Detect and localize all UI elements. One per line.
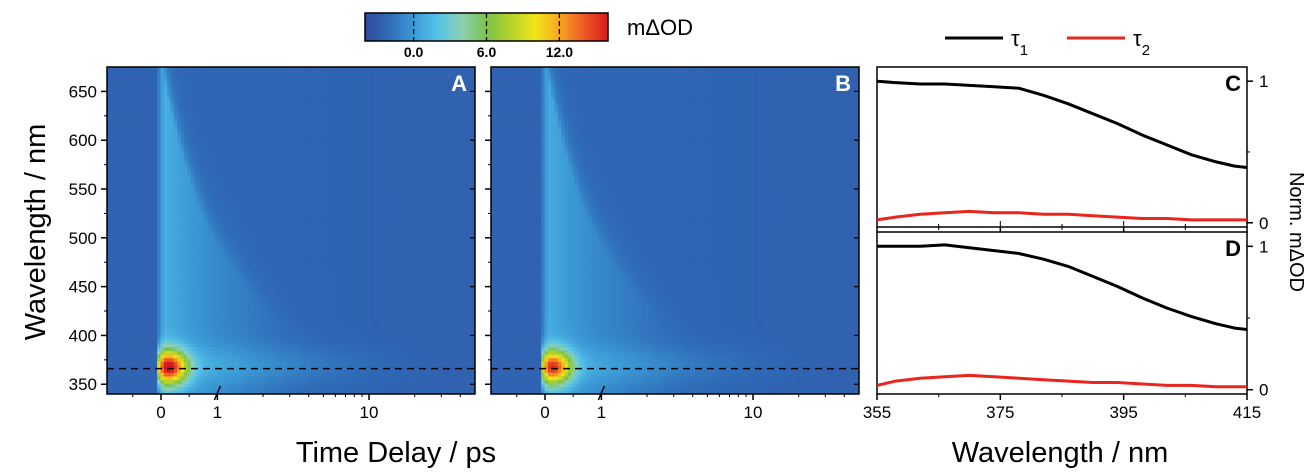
spectra-d: D 0 1 355 375 395 415	[863, 231, 1268, 422]
panel-label: B	[835, 71, 851, 96]
y-axis-title: Wavelength / nm	[20, 124, 52, 341]
x-tick-label: 375	[986, 403, 1014, 422]
x-axis-title-time: Time Delay / ps	[296, 437, 496, 469]
y-tick-label: 600	[69, 131, 97, 150]
legend-label-2: τ2	[1133, 26, 1150, 59]
spectra-c: C 0 1	[876, 66, 1268, 233]
series-line-2	[877, 373, 1247, 389]
y-tick-label: 350	[69, 375, 97, 394]
axis-break-mark	[213, 385, 222, 401]
legend-label-1: τ1	[1011, 26, 1028, 59]
series-line-2	[877, 209, 1247, 222]
panel-label: A	[451, 71, 467, 96]
y-tick-label: 500	[69, 229, 97, 248]
panel-label: D	[1225, 236, 1241, 261]
x-tick-label: 395	[1109, 403, 1137, 422]
x-tick-label: 1	[597, 403, 606, 422]
x-tick-label: 1	[213, 403, 222, 422]
y-tick-label: 450	[69, 278, 97, 297]
y-tick-label: 0	[1259, 214, 1268, 233]
plot-frame	[490, 66, 860, 395]
heatmap-b: B 0 1 10	[485, 66, 860, 422]
axis-break-mark	[597, 385, 606, 401]
y-tick-label: 550	[69, 180, 97, 199]
x-tick-label: 0	[156, 403, 165, 422]
colorbar-tick-label: 0.0	[404, 44, 424, 60]
series-line-1	[877, 243, 1247, 331]
y-tick-label: 1	[1259, 237, 1268, 256]
colorbar-tick-label: 12.0	[546, 44, 573, 60]
panel-label: C	[1225, 71, 1241, 96]
y-tick-label: 0	[1259, 381, 1268, 400]
x-tick-label: 10	[360, 403, 379, 422]
legend: τ1 τ2	[945, 26, 1150, 59]
heatmap-a: A 0 1 10 350 400 450 500 550 600 650	[69, 66, 476, 422]
x-tick-label: 415	[1233, 403, 1261, 422]
x-tick-label: 355	[863, 403, 891, 422]
colorbar: 0.0 6.0 12.0 mΔOD	[364, 12, 693, 60]
x-tick-label: 0	[540, 403, 549, 422]
colorbar-label: mΔOD	[627, 15, 693, 40]
y-tick-label: 1	[1259, 72, 1268, 91]
plot-frame	[106, 66, 476, 395]
right-axis-title: Norm. mΔOD	[1285, 172, 1307, 292]
y-tick-label: 400	[69, 326, 97, 345]
y-tick-label: 650	[69, 82, 97, 101]
x-axis-title-wavelength: Wavelength / nm	[952, 437, 1169, 469]
plot-frame	[876, 66, 1248, 228]
series-line-1	[877, 79, 1247, 169]
plot-frame	[876, 231, 1248, 395]
x-tick-label: 10	[744, 403, 763, 422]
colorbar-tick-label: 6.0	[477, 44, 497, 60]
